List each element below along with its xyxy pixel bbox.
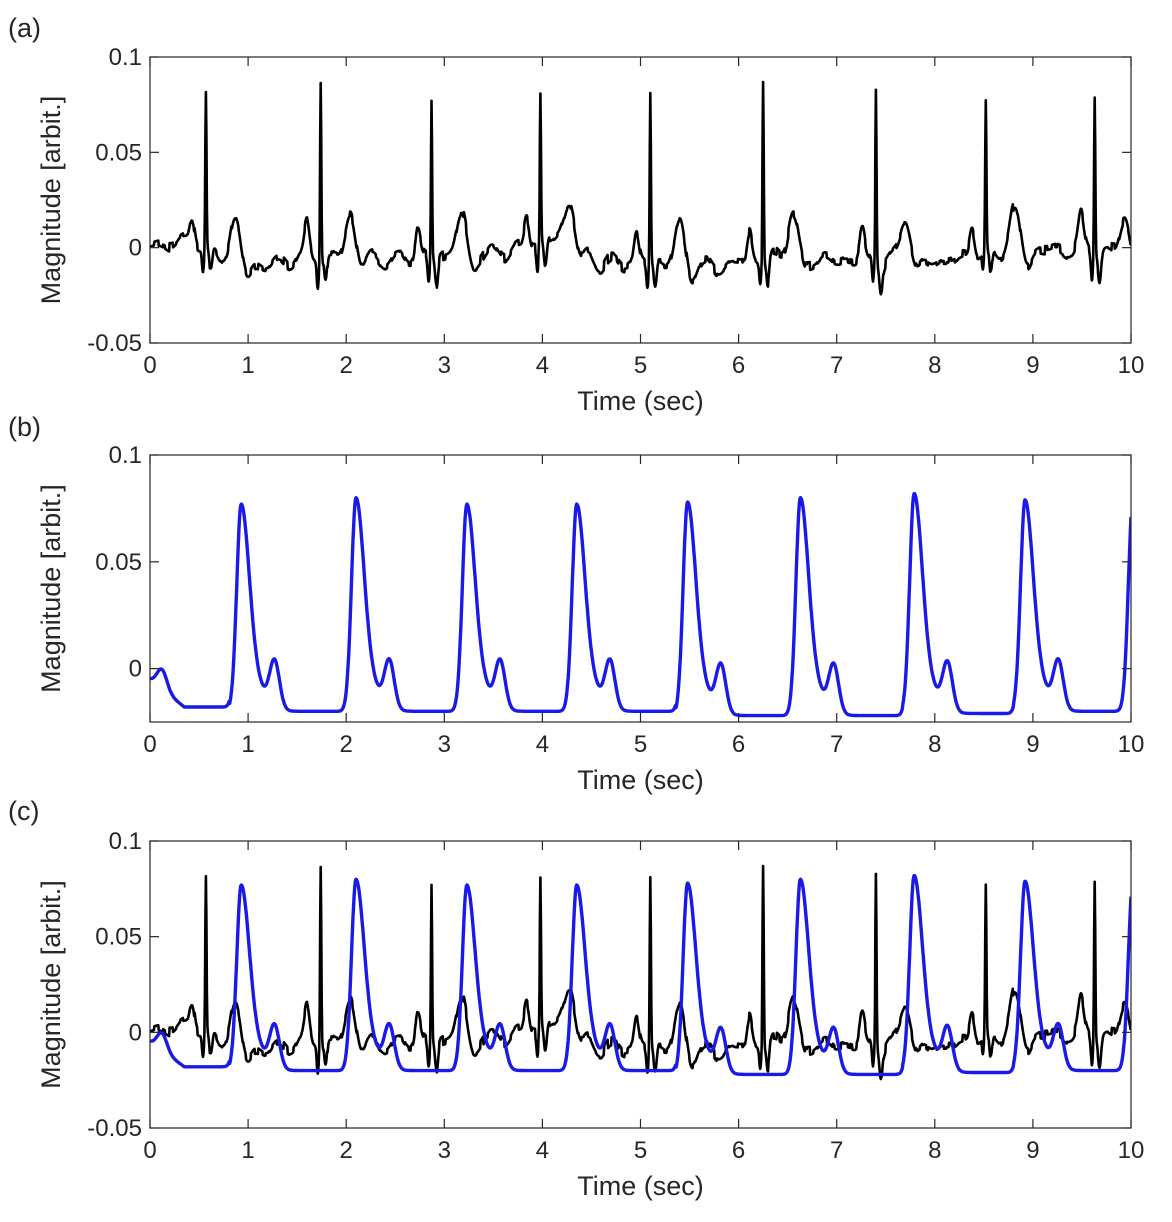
x-tick-label: 5 — [634, 1137, 647, 1164]
x-tick-label: 0 — [143, 352, 156, 379]
x-tick-label: 2 — [340, 1137, 353, 1164]
x-tick-label: 8 — [928, 731, 941, 758]
y-tick-label: 0 — [129, 235, 142, 262]
x-tick-label: 4 — [536, 731, 549, 758]
x-tick-label: 10 — [1118, 1137, 1145, 1164]
series-ppg-line — [150, 873, 1131, 1077]
y-tick-label: 0.1 — [109, 442, 142, 469]
series-ecg-line — [150, 864, 1131, 1081]
x-tick-label: 3 — [438, 731, 451, 758]
y-axis-label: Magnitude [arbit.] — [36, 880, 66, 1089]
x-tick-label: 0 — [143, 731, 156, 758]
x-axis-label: Time (sec) — [577, 765, 704, 795]
x-tick-label: 2 — [340, 352, 353, 379]
x-tick-label: 0 — [143, 1137, 156, 1164]
y-tick-label: 0.05 — [95, 139, 142, 166]
y-tick-label: 0.1 — [109, 44, 142, 71]
x-tick-label: 3 — [438, 352, 451, 379]
series-ecg-line — [150, 80, 1131, 296]
x-tick-label: 1 — [241, 1137, 254, 1164]
x-tick-label: 9 — [1026, 352, 1039, 379]
x-tick-label: 5 — [634, 731, 647, 758]
x-tick-label: 6 — [732, 352, 745, 379]
y-axis-label: Magnitude [arbit.] — [36, 484, 66, 693]
x-tick-label: 4 — [536, 352, 549, 379]
x-tick-label: 6 — [732, 1137, 745, 1164]
panel-label: (c) — [8, 796, 39, 826]
panel-b: 0 1 2 3 4 5 6 7 8 9 10 0 0.05 0.1 Time (sec) Magnitude … — [8, 412, 1144, 795]
x-tick-label: 10 — [1118, 352, 1145, 379]
x-tick-label: 1 — [241, 731, 254, 758]
x-tick-label: 8 — [928, 352, 941, 379]
x-tick-label: 6 — [732, 731, 745, 758]
x-tick-label: 7 — [830, 731, 843, 758]
series-ppg-line — [150, 491, 1131, 718]
y-tick-label: 0.05 — [95, 549, 142, 576]
y-tick-label: 0.05 — [95, 924, 142, 951]
x-tick-label: 9 — [1026, 731, 1039, 758]
panel-label: (b) — [8, 412, 41, 442]
y-tick-label: 0 — [129, 656, 142, 683]
x-tick-label: 4 — [536, 1137, 549, 1164]
x-tick-label: 8 — [928, 1137, 941, 1164]
y-axis-label: Magnitude [arbit.] — [36, 96, 66, 305]
x-tick-label: 1 — [241, 352, 254, 379]
panel-label: (a) — [8, 13, 41, 43]
axes-box — [149, 454, 1132, 723]
y-tick-label: 0 — [129, 1019, 142, 1046]
x-tick-label: 3 — [438, 1137, 451, 1164]
x-tick-label: 5 — [634, 352, 647, 379]
x-axis-label: Time (sec) — [577, 386, 704, 416]
x-axis-label: Time (sec) — [577, 1171, 704, 1201]
y-tick-label: 0.1 — [109, 828, 142, 855]
y-tick-label: -0.05 — [87, 330, 142, 357]
x-tick-label: 2 — [340, 731, 353, 758]
y-tick-label: -0.05 — [87, 1115, 142, 1142]
x-tick-label: 7 — [830, 1137, 843, 1164]
x-tick-label: 10 — [1118, 731, 1145, 758]
x-tick-label: 7 — [830, 352, 843, 379]
x-tick-label: 9 — [1026, 1137, 1039, 1164]
